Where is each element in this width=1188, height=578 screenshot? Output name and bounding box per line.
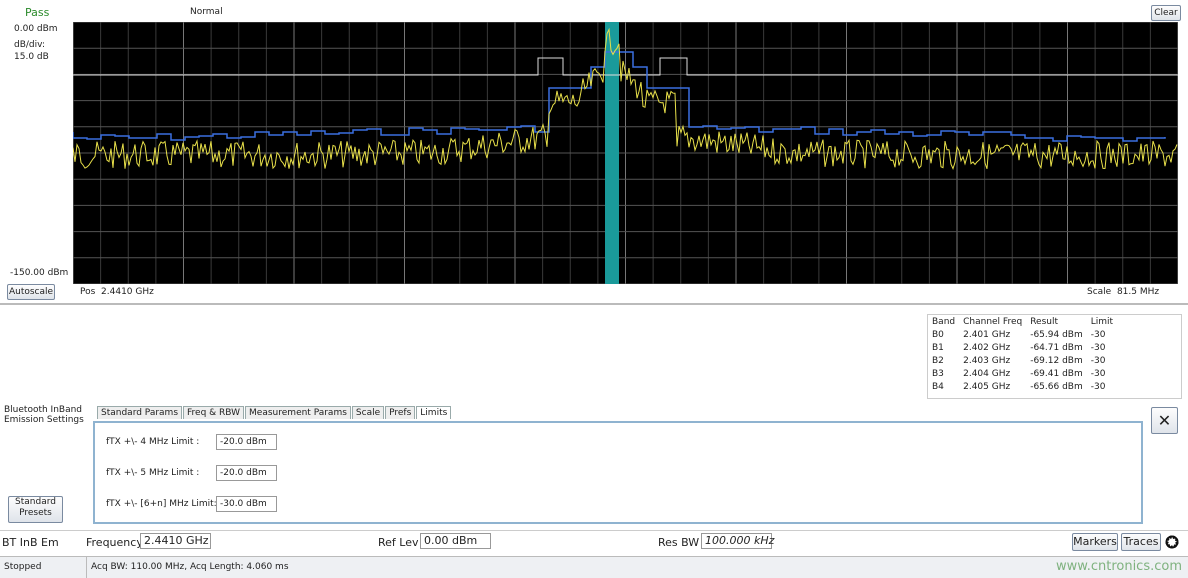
cell: 2.405 GHz bbox=[963, 381, 1011, 392]
live-trace bbox=[73, 27, 1178, 170]
cell: -30 bbox=[1090, 381, 1106, 392]
cell: -65.94 dBm bbox=[1030, 329, 1083, 340]
freq-input[interactable]: 2.4410 GHz bbox=[140, 533, 211, 549]
rbw-input[interactable]: 100.000 kHz bbox=[701, 533, 774, 549]
settings-title: Bluetooth InBand Emission Settings bbox=[4, 405, 84, 425]
scale-label: dB/div: bbox=[14, 40, 45, 50]
tab[interactable]: Measurement Params bbox=[245, 406, 351, 419]
table-row: B2 2.403 GHz -69.12 dBm -30 bbox=[928, 354, 1117, 367]
ref-label: Ref Lev bbox=[378, 536, 419, 549]
results-table: Band Channel Freq Result Limit B0 2.401 GHz -6… bbox=[927, 314, 1182, 399]
cell: B4 bbox=[932, 381, 944, 392]
tab[interactable]: Scale bbox=[351, 406, 385, 419]
scale-value: 15.0 dB bbox=[14, 52, 49, 62]
close-button[interactable]: ✕ bbox=[1151, 407, 1178, 434]
cell: -69.41 dBm bbox=[1030, 368, 1083, 379]
cell: B2 bbox=[932, 355, 944, 366]
field-input[interactable]: -20.0 dBm bbox=[216, 434, 277, 450]
table-row: B0 2.401 GHz -65.94 dBm -30 bbox=[928, 328, 1117, 341]
pos-label: Pos bbox=[80, 287, 96, 297]
settings-icon[interactable] bbox=[1163, 533, 1181, 551]
tabs: Standard Params Freq & RBW Measurement Par… bbox=[97, 406, 452, 419]
cell: 2.401 GHz bbox=[963, 329, 1011, 340]
field-label: fTX +\- 5 MHz Limit : bbox=[106, 468, 200, 478]
freq-label: Frequency bbox=[86, 536, 143, 549]
table-row: B3 2.404 GHz -69.41 dBm -30 bbox=[928, 367, 1117, 380]
table-row: B1 2.402 GHz -64.71 dBm -30 bbox=[928, 341, 1117, 354]
clear-button[interactable]: Clear bbox=[1151, 5, 1181, 21]
markers-button[interactable]: Markers bbox=[1072, 533, 1118, 551]
presets-button[interactable]: Standard Presets bbox=[8, 496, 63, 523]
channel-band bbox=[605, 22, 619, 284]
span-value: 81.5 MHz bbox=[1116, 287, 1160, 297]
traces-button[interactable]: Traces bbox=[1121, 533, 1161, 551]
ref-level: 0.00 dBm bbox=[14, 24, 58, 34]
header-row: Band Channel Freq Result Limit bbox=[928, 315, 1117, 328]
rbw-label: Res BW bbox=[658, 536, 700, 549]
column-header: Result bbox=[1030, 316, 1059, 327]
field-label: fTX +\- 4 MHz Limit : bbox=[106, 437, 200, 447]
acq-info: Acq BW: 110.00 MHz, Acq Length: 4.060 ms bbox=[86, 557, 361, 578]
cell: B0 bbox=[932, 329, 944, 340]
cell: 2.403 GHz bbox=[963, 355, 1011, 366]
pos: Pos 2.4410 GHz bbox=[80, 287, 154, 297]
cell: -30 bbox=[1090, 329, 1106, 340]
watermark: www.cntronics.com bbox=[1056, 559, 1183, 574]
field-input[interactable]: -30.0 dBm bbox=[216, 496, 277, 512]
status-pass: Pass bbox=[25, 6, 50, 19]
spectrum-plot bbox=[73, 22, 1178, 284]
cell: B3 bbox=[932, 368, 944, 379]
column-header: Channel Freq bbox=[963, 316, 1023, 327]
ref-input[interactable]: 0.00 dBm bbox=[420, 533, 491, 549]
cell: -30 bbox=[1090, 368, 1106, 379]
table: Band Channel Freq Result Limit B0 2.401 GHz -6… bbox=[928, 315, 1117, 393]
tab[interactable]: Freq & RBW bbox=[183, 406, 245, 419]
toolbar: BT InB Em Frequency 2.4410 GHz Ref Lev 0… bbox=[0, 530, 1188, 553]
pos-value: 2.4410 GHz bbox=[101, 287, 154, 297]
separator bbox=[0, 303, 1188, 305]
field-input[interactable]: -20.0 dBm bbox=[216, 465, 277, 481]
table-row: B4 2.405 GHz -65.66 dBm -30 bbox=[928, 380, 1117, 393]
status-bar: Stopped Acq BW: 110.00 MHz, Acq Length: … bbox=[0, 556, 1188, 578]
cell: -30 bbox=[1090, 342, 1106, 353]
title-line: Emission Settings bbox=[4, 415, 84, 425]
autoscale-button[interactable]: Autoscale bbox=[7, 284, 55, 300]
tab[interactable]: Prefs bbox=[385, 406, 416, 419]
column-header: Limit bbox=[1090, 316, 1114, 327]
limit-line bbox=[73, 57, 1178, 76]
mode: Normal bbox=[190, 7, 223, 17]
measurement: BT InB Em bbox=[2, 536, 59, 549]
cell: -65.66 dBm bbox=[1030, 381, 1083, 392]
column-header: Band bbox=[932, 316, 956, 327]
field-label: fTX +\- [6+n] MHz Limit: bbox=[106, 499, 217, 509]
cell: -30 bbox=[1090, 355, 1106, 366]
title-line: Bluetooth InBand bbox=[4, 405, 83, 415]
run-state: Stopped bbox=[4, 562, 42, 572]
cell: -69.12 dBm bbox=[1030, 355, 1083, 366]
cell: B1 bbox=[932, 342, 944, 353]
span-label: Scale bbox=[1087, 287, 1112, 297]
settings-panel bbox=[93, 421, 1143, 524]
span: Scale 81.5 MHz bbox=[1087, 287, 1159, 297]
tab[interactable]: Limits bbox=[416, 406, 452, 419]
cell: 2.404 GHz bbox=[963, 368, 1011, 379]
cell: 2.402 GHz bbox=[963, 342, 1011, 353]
bottom-level: -150.00 dBm bbox=[10, 268, 69, 278]
tab[interactable]: Standard Params bbox=[97, 406, 183, 419]
cell: -64.71 dBm bbox=[1030, 342, 1083, 353]
